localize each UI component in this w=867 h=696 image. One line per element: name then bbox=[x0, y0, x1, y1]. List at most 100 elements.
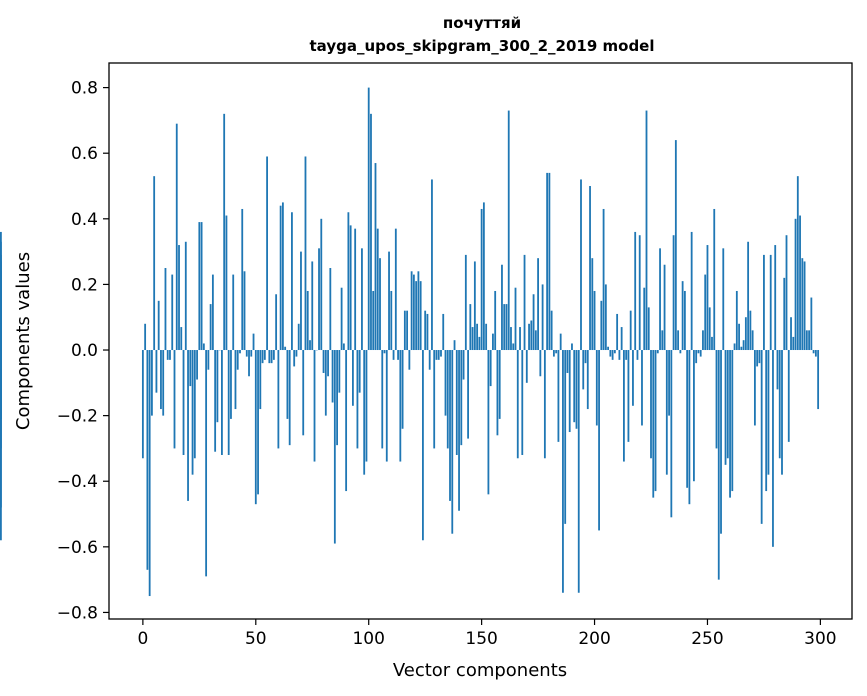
bar bbox=[476, 323, 479, 351]
x-tick-label: 200 bbox=[578, 629, 610, 649]
bar bbox=[663, 264, 666, 351]
bar bbox=[537, 258, 539, 351]
bar bbox=[435, 350, 438, 360]
bar bbox=[304, 156, 307, 351]
bar bbox=[543, 350, 546, 459]
bar bbox=[288, 350, 291, 446]
bar bbox=[422, 350, 424, 541]
bar bbox=[589, 186, 591, 351]
bar bbox=[311, 261, 314, 351]
bar bbox=[677, 330, 680, 351]
y-tick-label: 0.8 bbox=[71, 79, 98, 99]
bar bbox=[372, 290, 375, 351]
bar bbox=[593, 290, 596, 351]
bar bbox=[623, 350, 625, 462]
bar bbox=[221, 350, 223, 455]
bar bbox=[810, 297, 813, 351]
bar bbox=[462, 350, 465, 380]
bar bbox=[686, 350, 689, 488]
bar bbox=[385, 350, 388, 462]
bar bbox=[530, 320, 533, 351]
bar bbox=[390, 290, 393, 351]
bar bbox=[313, 350, 316, 462]
bar bbox=[293, 350, 296, 367]
bar bbox=[641, 350, 643, 426]
bar bbox=[600, 300, 603, 351]
bar bbox=[817, 350, 820, 410]
bar bbox=[367, 87, 370, 351]
bar bbox=[487, 350, 490, 495]
bar bbox=[706, 245, 709, 351]
bar bbox=[751, 330, 754, 351]
bar bbox=[595, 350, 598, 426]
bar bbox=[702, 330, 704, 351]
bar bbox=[433, 350, 436, 449]
bar bbox=[715, 350, 718, 449]
bar bbox=[207, 350, 210, 370]
bar bbox=[656, 350, 659, 354]
bar bbox=[613, 350, 616, 354]
bar bbox=[801, 258, 804, 351]
bar bbox=[365, 350, 368, 462]
x-tick-label: 250 bbox=[691, 629, 723, 649]
bar bbox=[232, 274, 235, 351]
x-tick-label: 0 bbox=[137, 629, 148, 649]
bar bbox=[281, 202, 284, 351]
bar bbox=[200, 222, 203, 351]
bar bbox=[607, 346, 609, 351]
x-axis-label: Vector components bbox=[393, 660, 567, 681]
bar bbox=[227, 350, 230, 455]
bar bbox=[160, 350, 162, 410]
bar bbox=[720, 350, 722, 534]
bar bbox=[241, 208, 244, 351]
bar bbox=[336, 350, 338, 446]
bar bbox=[234, 350, 237, 410]
bar bbox=[489, 350, 492, 387]
bar bbox=[155, 350, 158, 393]
bar bbox=[492, 333, 494, 351]
bar bbox=[772, 350, 774, 547]
x-tick-label: 50 bbox=[245, 629, 267, 649]
bar bbox=[758, 350, 761, 364]
y-tick-label: −0.4 bbox=[57, 472, 98, 492]
bar bbox=[254, 350, 257, 505]
bar bbox=[514, 287, 517, 351]
bar bbox=[243, 271, 246, 351]
bar bbox=[665, 350, 668, 475]
bar bbox=[808, 330, 810, 351]
bar bbox=[331, 350, 334, 403]
bar bbox=[625, 350, 628, 360]
bar bbox=[564, 350, 567, 524]
bar bbox=[216, 350, 219, 423]
bar bbox=[148, 350, 151, 597]
y-tick-label: 0.4 bbox=[71, 210, 98, 230]
bar bbox=[618, 350, 621, 360]
bar bbox=[571, 343, 573, 351]
bar bbox=[279, 205, 282, 351]
bar bbox=[399, 350, 402, 462]
bar bbox=[568, 350, 571, 433]
bar bbox=[358, 350, 361, 393]
bar bbox=[261, 350, 264, 364]
bar bbox=[778, 350, 781, 459]
bar bbox=[724, 350, 727, 465]
bar bbox=[584, 350, 587, 364]
bar bbox=[652, 350, 655, 498]
bar bbox=[340, 287, 343, 351]
bar bbox=[731, 350, 734, 492]
bar bbox=[695, 350, 698, 364]
bar bbox=[747, 241, 750, 351]
bar bbox=[604, 284, 607, 351]
bar bbox=[171, 274, 174, 351]
bar bbox=[711, 336, 713, 351]
bar bbox=[693, 350, 695, 482]
bar bbox=[0, 350, 2, 370]
bar bbox=[193, 350, 196, 459]
bar bbox=[498, 350, 501, 419]
y-tick-label: 0.2 bbox=[71, 275, 98, 295]
bar bbox=[458, 350, 460, 511]
bar bbox=[643, 287, 646, 351]
bar bbox=[485, 323, 488, 351]
bar bbox=[157, 300, 160, 351]
bar bbox=[661, 330, 664, 351]
